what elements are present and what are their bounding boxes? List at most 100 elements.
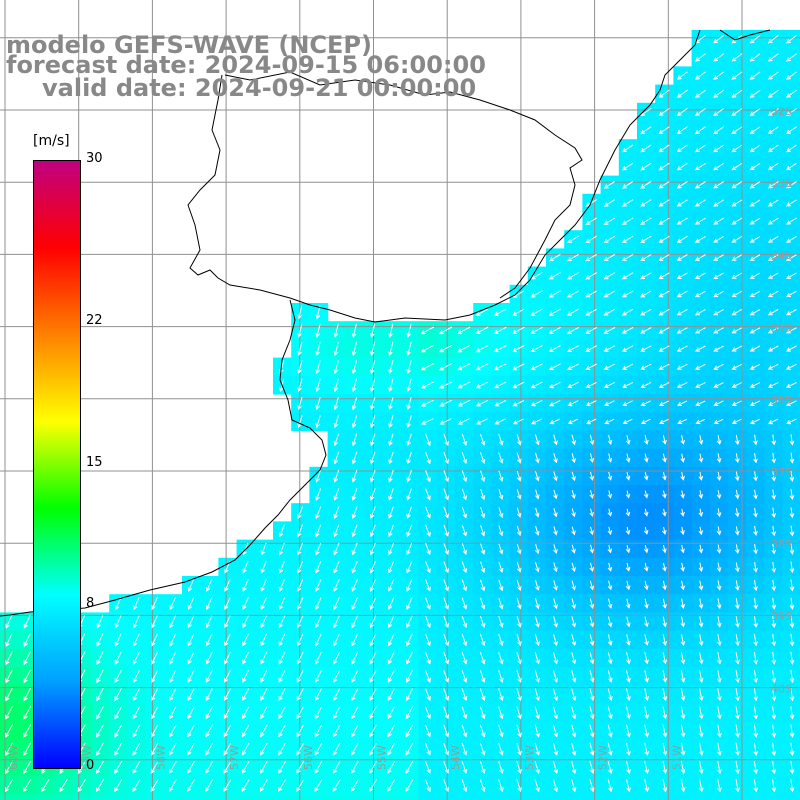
wave-direction-arrow bbox=[259, 779, 268, 793]
wave-direction-arrow bbox=[260, 560, 267, 574]
wave-direction-arrow bbox=[767, 89, 779, 98]
wave-direction-arrow bbox=[296, 761, 305, 774]
wave-direction-arrow bbox=[680, 580, 686, 591]
speed-cell bbox=[473, 794, 492, 800]
wave-direction-arrow bbox=[315, 579, 322, 592]
wave-direction-arrow bbox=[369, 360, 376, 375]
wave-direction-arrow bbox=[698, 779, 704, 793]
wave-direction-arrow bbox=[640, 327, 652, 334]
wave-direction-arrow bbox=[658, 89, 670, 98]
wave-direction-arrow bbox=[735, 688, 740, 702]
wave-direction-arrow bbox=[603, 327, 616, 334]
wave-direction-arrow bbox=[516, 507, 522, 518]
wave-direction-arrow bbox=[425, 543, 431, 556]
wave-direction-arrow bbox=[625, 434, 631, 445]
wave-direction-arrow bbox=[296, 633, 304, 647]
wave-direction-arrow bbox=[315, 597, 322, 611]
wave-direction-arrow bbox=[535, 580, 540, 591]
wave-direction-arrow bbox=[516, 634, 522, 647]
wave-direction-arrow bbox=[735, 670, 740, 684]
wave-direction-arrow bbox=[351, 670, 359, 683]
wave-direction-arrow bbox=[512, 308, 525, 316]
wave-direction-arrow bbox=[767, 217, 779, 225]
wave-direction-arrow bbox=[388, 341, 394, 357]
wave-direction-arrow bbox=[753, 544, 758, 555]
wave-direction-arrow bbox=[640, 418, 651, 425]
wave-direction-arrow bbox=[187, 779, 195, 793]
wave-direction-arrow bbox=[260, 724, 268, 738]
wave-direction-arrow bbox=[607, 526, 613, 536]
longitude-label: 51W bbox=[670, 745, 683, 770]
wave-direction-arrow bbox=[753, 724, 759, 738]
wave-direction-arrow bbox=[260, 742, 268, 756]
wave-direction-arrow bbox=[406, 323, 412, 338]
wave-direction-arrow bbox=[553, 598, 558, 610]
wave-direction-arrow bbox=[168, 779, 177, 793]
wave-direction-arrow bbox=[351, 488, 358, 501]
wave-direction-arrow bbox=[553, 544, 558, 555]
wave-direction-arrow bbox=[187, 597, 195, 611]
wave-direction-arrow bbox=[571, 760, 577, 775]
wave-direction-arrow bbox=[789, 489, 795, 501]
speed-cell bbox=[564, 794, 583, 800]
wave-direction-arrow bbox=[749, 363, 761, 370]
wave-direction-arrow bbox=[132, 688, 141, 702]
wave-direction-arrow bbox=[278, 742, 286, 756]
wave-direction-arrow bbox=[369, 560, 376, 574]
wave-direction-arrow bbox=[461, 652, 468, 665]
wave-direction-arrow bbox=[735, 453, 740, 464]
wave-direction-arrow bbox=[479, 615, 486, 628]
wave-direction-arrow bbox=[553, 452, 558, 464]
wave-direction-arrow bbox=[443, 706, 450, 720]
wave-direction-arrow bbox=[457, 363, 471, 371]
wave-direction-arrow bbox=[516, 470, 522, 482]
wave-direction-arrow bbox=[151, 688, 159, 702]
wave-direction-arrow bbox=[644, 706, 649, 720]
wave-direction-arrow bbox=[643, 544, 649, 554]
wave-direction-arrow bbox=[512, 326, 525, 334]
wave-direction-arrow bbox=[644, 760, 650, 775]
wave-direction-arrow bbox=[530, 345, 543, 352]
wave-direction-arrow bbox=[553, 489, 558, 500]
wave-direction-arrow bbox=[698, 580, 704, 591]
wave-direction-arrow bbox=[425, 433, 431, 447]
wave-direction-arrow bbox=[571, 616, 577, 628]
wave-direction-arrow bbox=[370, 323, 376, 339]
wave-direction-arrow bbox=[187, 579, 195, 592]
speed-cell bbox=[218, 794, 238, 800]
wave-direction-arrow bbox=[698, 526, 704, 536]
wave-direction-arrow bbox=[644, 742, 650, 756]
wave-direction-arrow bbox=[498, 742, 504, 756]
wave-direction-arrow bbox=[388, 360, 394, 375]
wave-direction-arrow bbox=[767, 181, 779, 189]
wave-direction-arrow bbox=[717, 779, 722, 793]
wave-direction-arrow bbox=[713, 382, 724, 388]
wave-direction-arrow bbox=[425, 652, 431, 665]
wave-direction-arrow bbox=[571, 688, 577, 702]
wave-direction-arrow bbox=[242, 597, 249, 611]
wave-direction-arrow bbox=[205, 597, 213, 611]
wave-direction-arrow bbox=[475, 399, 489, 407]
wave-direction-arrow bbox=[479, 742, 486, 756]
wave-direction-arrow bbox=[205, 706, 213, 720]
speed-field bbox=[0, 30, 800, 800]
wave-direction-arrow bbox=[151, 724, 159, 738]
wave-direction-arrow bbox=[278, 633, 286, 647]
wave-direction-arrow bbox=[786, 199, 797, 207]
wave-direction-arrow bbox=[315, 360, 321, 375]
wave-direction-arrow bbox=[698, 471, 704, 481]
wave-direction-arrow bbox=[785, 290, 797, 298]
wave-direction-arrow bbox=[278, 560, 285, 574]
wave-direction-arrow bbox=[753, 434, 758, 446]
wave-direction-arrow bbox=[698, 562, 704, 573]
wave-direction-arrow bbox=[387, 615, 395, 629]
wave-direction-arrow bbox=[535, 544, 540, 555]
wave-direction-arrow bbox=[789, 742, 795, 757]
wave-direction-arrow bbox=[566, 345, 579, 352]
wave-direction-arrow bbox=[680, 598, 686, 610]
wave-direction-arrow bbox=[622, 382, 634, 388]
wave-direction-arrow bbox=[535, 562, 540, 573]
wave-direction-arrow bbox=[498, 434, 504, 446]
wave-direction-arrow bbox=[132, 669, 140, 684]
wave-direction-arrow bbox=[548, 363, 561, 371]
